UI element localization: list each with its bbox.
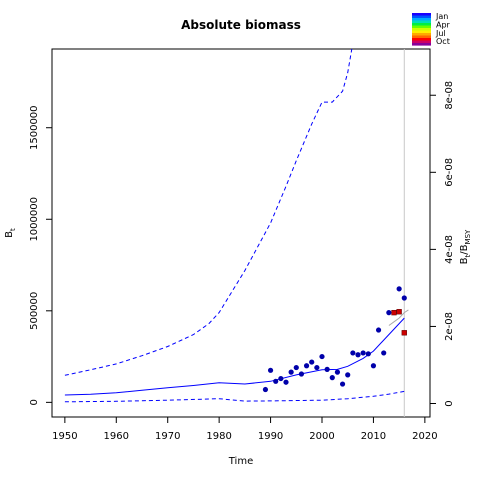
legend-label: Oct — [436, 37, 450, 46]
observation-point — [370, 363, 377, 369]
plot-frame — [51, 48, 431, 418]
legend-label: Jan — [435, 12, 448, 21]
x-tick-label: 2010 — [361, 431, 386, 442]
y-axis-label-right-mid: /B — [459, 244, 470, 254]
legend-color-band — [412, 33, 431, 36]
y2-tick-label: 0 — [444, 400, 455, 406]
legend-color-band — [412, 18, 431, 21]
observation-point — [386, 310, 392, 316]
series-layer — [64, 48, 409, 417]
observation-point — [401, 295, 407, 301]
x-tick-label: 2000 — [309, 431, 334, 442]
observation-point — [303, 363, 310, 369]
points-layer — [262, 286, 407, 393]
observation-point — [278, 375, 284, 382]
y-axis-label-right-sub2: MSY — [464, 229, 472, 244]
legend-color-band — [412, 30, 431, 34]
y-axis-label-right-main: B — [459, 257, 470, 264]
legend-label: Jul — [435, 29, 446, 38]
observation-point — [319, 353, 325, 360]
legend-color-band — [412, 13, 431, 16]
observation-point — [345, 372, 351, 378]
y-tick-label: 500000 — [29, 292, 40, 330]
legend-color-band — [412, 15, 431, 19]
y2-tick-label: 8e-08 — [444, 81, 455, 110]
observation-point — [298, 371, 305, 377]
recent-observation-point — [396, 309, 402, 315]
y-axis-label-left-main: B — [4, 231, 15, 238]
x-axis-label: Time — [228, 456, 253, 467]
observation-point — [314, 364, 320, 371]
recent-observation-point — [391, 309, 397, 316]
observation-point — [350, 350, 356, 356]
observation-point — [396, 286, 402, 292]
legend-color-band — [412, 23, 431, 26]
upper-bound-line — [64, 48, 353, 376]
x-tick-label: 1950 — [52, 431, 77, 442]
observation-point — [293, 364, 299, 371]
observation-point — [262, 386, 269, 393]
y-tick-label: 1000000 — [29, 197, 40, 242]
observation-point — [267, 367, 274, 373]
x-tick-label: 1980 — [206, 431, 231, 442]
observation-point — [339, 381, 346, 387]
y-axis-label-left: Bt — [4, 228, 17, 238]
y2-tick-label: 6e-08 — [444, 158, 455, 187]
legend-color-band — [412, 25, 431, 29]
lower-bound-line — [64, 390, 405, 403]
x-axis: 1950 1960 1970 1980 1990 2000 2010 2020 — [52, 417, 438, 442]
observation-point — [334, 369, 341, 375]
observation-point — [365, 351, 371, 357]
x-tick-label: 1970 — [155, 431, 180, 442]
y2-tick-label: 4e-08 — [444, 235, 455, 264]
prediction-line — [388, 309, 409, 326]
observation-point — [381, 350, 387, 356]
y-tick-label: 0 — [29, 399, 40, 405]
observation-point — [283, 379, 289, 385]
y-axis-left: 0 500000 1000000 1500000 — [29, 105, 52, 406]
legend-label: Apr — [436, 20, 451, 29]
chart-title: Absolute biomass — [181, 18, 301, 32]
recent-observation-point — [401, 330, 407, 336]
legend-color-band — [412, 20, 431, 24]
observation-point — [360, 350, 366, 356]
legend-color-band — [412, 35, 431, 39]
observation-point — [329, 375, 335, 381]
observation-point — [288, 369, 294, 375]
observation-point — [324, 366, 330, 372]
y-axis-right: 0 2e-08 4e-08 6e-08 8e-08 — [430, 81, 455, 407]
x-tick-label: 2020 — [412, 431, 437, 442]
x-tick-label: 1990 — [258, 431, 283, 442]
x-tick-label: 1960 — [104, 431, 129, 442]
y2-tick-label: 2e-08 — [444, 312, 455, 341]
observation-point — [375, 327, 382, 333]
observation-point — [309, 359, 315, 365]
y-axis-label-right-sub1: t — [464, 254, 472, 257]
y-axis-label-left-sub: t — [9, 228, 17, 231]
y-axis-label-right: Bt/BMSY — [459, 229, 472, 264]
legend-color-band — [412, 38, 431, 41]
y-tick-label: 1500000 — [29, 105, 40, 150]
legend-color-band — [412, 28, 431, 31]
observation-point — [355, 352, 361, 358]
legend-color-band — [412, 43, 431, 46]
observation-point — [273, 378, 279, 384]
legend-color-band — [412, 40, 431, 44]
median-biomass-line — [64, 317, 405, 396]
